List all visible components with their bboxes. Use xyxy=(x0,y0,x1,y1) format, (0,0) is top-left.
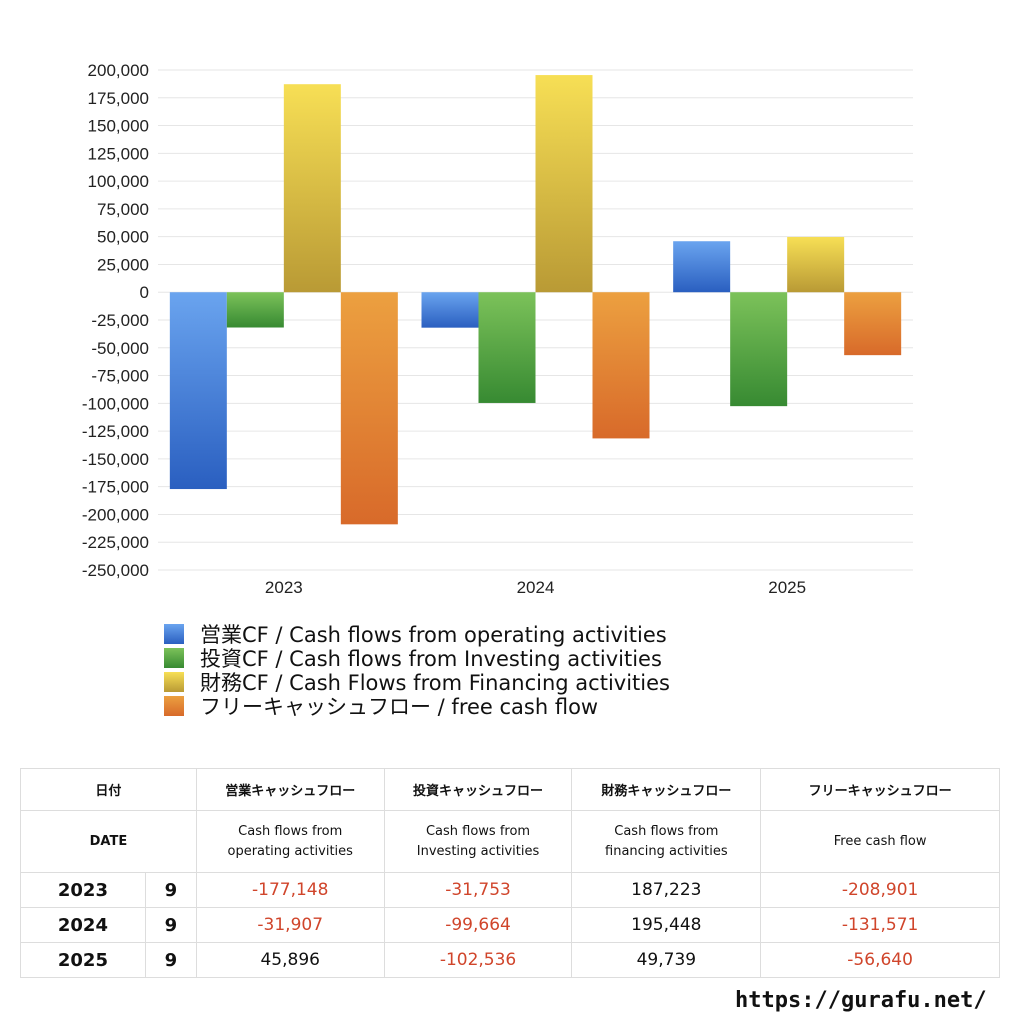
header-financing-en-line2: financing activities xyxy=(605,843,728,859)
legend-label-free: フリーキャッシュフロー / free cash flow xyxy=(200,695,599,719)
table-row: 2025 9 45,896 -102,536 49,739 -56,640 xyxy=(20,942,1000,978)
row-free: -131,571 xyxy=(760,907,1000,943)
header-financing-jp: 財務キャッシュフロー xyxy=(571,768,762,811)
legend-label-financing: 財務CF / Cash Flows from Financing activit… xyxy=(200,671,670,695)
table-header-en: DATE Cash flows from operating activities… xyxy=(20,810,1000,873)
y-tick-label: -50,000 xyxy=(91,339,149,358)
bar-2025-series-3 xyxy=(844,292,902,356)
bar-2023-series-1 xyxy=(226,292,284,328)
header-date-jp: 日付 xyxy=(20,768,197,811)
row-investing: -102,536 xyxy=(383,942,573,978)
y-tick-label: 50,000 xyxy=(97,228,149,247)
bar-2025-series-1 xyxy=(730,292,788,407)
row-financing: 187,223 xyxy=(571,872,762,908)
y-tick-label: 200,000 xyxy=(88,61,149,80)
bar-2025-series-2 xyxy=(787,236,845,293)
y-axis-ticks: 200,000 175,000 150,000 125,000 100,000 75,00… xyxy=(82,61,149,580)
y-tick-label: -250,000 xyxy=(82,561,149,580)
table-header-jp: 日付 営業キャッシュフロー 投資キャッシュフロー 財務キャッシュフロー フリーキ… xyxy=(20,768,1000,811)
y-tick-label: 175,000 xyxy=(88,89,149,108)
legend-label-investing: 投資CF / Cash flows from Investing activit… xyxy=(200,647,662,671)
site-url-link[interactable]: https://gurafu.net/ xyxy=(735,988,987,1013)
y-tick-label: 75,000 xyxy=(97,200,149,219)
y-tick-label: -100,000 xyxy=(82,394,149,413)
row-year: 2023 xyxy=(20,872,146,908)
legend-item-free: フリーキャッシュフロー / free cash flow xyxy=(164,694,670,719)
y-tick-label: -225,000 xyxy=(82,533,149,552)
legend-label-operating: 営業CF / Cash flows from operating activit… xyxy=(200,623,667,647)
y-tick-label: -175,000 xyxy=(82,478,149,497)
x-tick-label: 2023 xyxy=(265,578,303,597)
header-financing-en-line1: Cash flows from xyxy=(614,823,719,839)
y-tick-label: -125,000 xyxy=(82,422,149,441)
row-month: 9 xyxy=(144,872,197,908)
y-tick-label: -25,000 xyxy=(91,311,149,330)
row-year: 2024 xyxy=(20,907,146,943)
legend-swatch-free xyxy=(164,696,184,716)
header-free-jp: フリーキャッシュフロー xyxy=(760,768,1000,811)
row-free: -208,901 xyxy=(760,872,1000,908)
cash-flow-bar-chart: 200,000 175,000 150,000 125,000 100,000 75,00… xyxy=(82,61,913,597)
row-operating: -31,907 xyxy=(195,907,385,943)
header-investing-jp: 投資キャッシュフロー xyxy=(383,768,573,811)
header-investing-en-line1: Cash flows from xyxy=(425,823,531,839)
row-month: 9 xyxy=(144,942,197,978)
legend-swatch-investing xyxy=(164,648,184,668)
y-tick-label: 25,000 xyxy=(97,255,149,274)
bar-2024-series-0 xyxy=(421,292,479,328)
legend: 営業CF / Cash flows from operating activit… xyxy=(164,622,670,719)
bar-2024-series-2 xyxy=(535,75,593,293)
header-investing-en: Cash flows from Investing activities xyxy=(383,810,573,873)
row-year: 2025 xyxy=(20,942,146,978)
header-operating-jp: 営業キャッシュフロー xyxy=(195,768,385,811)
header-operating-en-line2: operating activities xyxy=(227,843,353,859)
y-tick-label: -150,000 xyxy=(82,450,149,469)
legend-item-operating: 営業CF / Cash flows from operating activit… xyxy=(164,622,670,647)
bar-2025-series-0 xyxy=(673,241,731,293)
bar-2023-series-2 xyxy=(283,84,341,293)
legend-swatch-financing xyxy=(164,672,184,692)
y-tick-label: 0 xyxy=(140,283,149,302)
cash-flow-table: 日付 営業キャッシュフロー 投資キャッシュフロー 財務キャッシュフロー フリーキ… xyxy=(20,768,1000,978)
y-tick-label: -75,000 xyxy=(91,367,149,386)
row-operating: 45,896 xyxy=(195,942,385,978)
y-tick-label: 125,000 xyxy=(88,144,149,163)
table-row: 2023 9 -177,148 -31,753 187,223 -208,901 xyxy=(20,872,1000,908)
header-operating-en-line1: Cash flows from xyxy=(238,823,343,839)
x-tick-label: 2025 xyxy=(768,578,806,597)
y-tick-label: 150,000 xyxy=(88,117,149,136)
legend-item-investing: 投資CF / Cash flows from Investing activit… xyxy=(164,646,670,671)
bar-2023-series-3 xyxy=(340,292,398,525)
header-investing-en-line2: Investing activities xyxy=(416,843,540,859)
header-financing-en: Cash flows from financing activities xyxy=(571,810,762,873)
table-row: 2024 9 -31,907 -99,664 195,448 -131,571 xyxy=(20,907,1000,943)
legend-item-financing: 財務CF / Cash Flows from Financing activit… xyxy=(164,670,670,695)
row-financing: 49,739 xyxy=(571,942,762,978)
row-financing: 195,448 xyxy=(571,907,762,943)
bar-2024-series-1 xyxy=(478,292,536,403)
x-tick-label: 2024 xyxy=(517,578,555,597)
row-month: 9 xyxy=(144,907,197,943)
bar-2023-series-0 xyxy=(169,292,227,490)
bars xyxy=(169,75,902,525)
header-free-en: Free cash flow xyxy=(760,810,1000,873)
row-operating: -177,148 xyxy=(195,872,385,908)
legend-swatch-operating xyxy=(164,624,184,644)
row-investing: -99,664 xyxy=(383,907,573,943)
row-free: -56,640 xyxy=(760,942,1000,978)
x-axis-ticks: 2023 2024 2025 xyxy=(265,578,806,597)
bar-2024-series-3 xyxy=(592,292,650,439)
y-tick-label: 100,000 xyxy=(88,172,149,191)
y-tick-label: -200,000 xyxy=(82,505,149,524)
header-date-en: DATE xyxy=(20,810,197,873)
header-operating-en: Cash flows from operating activities xyxy=(195,810,385,873)
row-investing: -31,753 xyxy=(383,872,573,908)
